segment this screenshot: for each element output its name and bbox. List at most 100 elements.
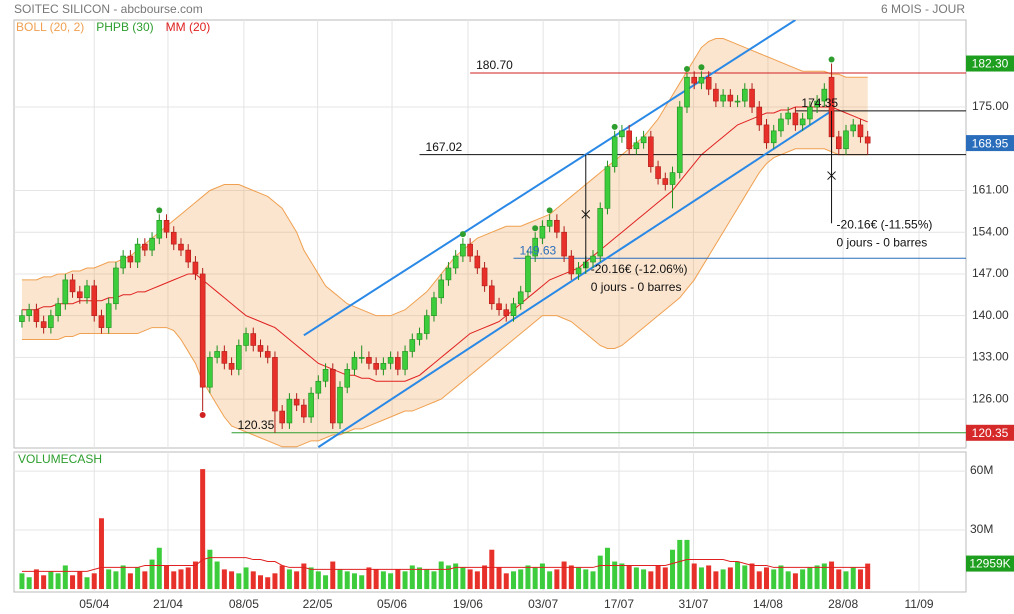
candle-body — [734, 100, 741, 103]
candle-body — [814, 100, 820, 108]
candle-body — [329, 369, 336, 424]
candle-body — [611, 136, 618, 167]
volume-bar — [467, 569, 473, 590]
volume-bar — [207, 549, 213, 590]
volume-bar — [395, 569, 401, 590]
legend-entry: PHPB (30) — [96, 20, 153, 34]
volume-bar — [510, 571, 516, 590]
candle-body — [19, 315, 25, 322]
y-tick-label: 147.00 — [972, 266, 1009, 280]
candle-body — [236, 345, 242, 370]
x-tick-label: 17/07 — [604, 597, 634, 611]
candle-body — [199, 273, 206, 388]
volume-bar — [106, 569, 112, 590]
candle-body — [662, 178, 669, 185]
pivot-dot — [698, 64, 705, 71]
x-tick-label: 19/06 — [453, 597, 483, 611]
volume-bar — [48, 571, 54, 590]
x-tick-label: 21/04 — [153, 597, 183, 611]
volume-bar — [192, 561, 198, 590]
volume-bar — [70, 575, 76, 590]
candle-body — [438, 279, 445, 299]
candle-body — [98, 315, 105, 328]
mm-line — [21, 106, 868, 382]
candle-body — [380, 363, 387, 370]
volume-bar — [792, 573, 798, 590]
volume-bar — [200, 469, 206, 590]
volume-bar — [41, 575, 47, 590]
volume-bar — [453, 563, 459, 590]
candle-body — [62, 279, 69, 305]
volume-bar — [438, 561, 444, 590]
level-label: 174.35 — [801, 96, 838, 110]
candle-body — [250, 333, 257, 346]
candle-body — [640, 136, 647, 144]
pivot-dot — [683, 66, 690, 73]
candle-body — [481, 267, 488, 287]
candle-body — [452, 255, 459, 269]
candle-body — [337, 386, 343, 424]
volume-bar — [265, 577, 271, 590]
level-label: 120.35 — [238, 418, 275, 432]
volume-title: VOLUMECASH — [18, 452, 102, 466]
volume-bar — [424, 569, 430, 590]
candle-body — [142, 243, 148, 251]
candle-body — [785, 112, 791, 120]
volume-bar — [590, 571, 596, 590]
volume-bar — [684, 539, 690, 590]
volume-bar — [836, 569, 842, 590]
volume-bar — [742, 565, 748, 590]
volume-bar — [756, 571, 762, 590]
candle-body — [134, 243, 141, 263]
candle-body — [698, 76, 705, 84]
volume-bar — [359, 575, 365, 590]
y-tick-label: 30M — [970, 522, 993, 536]
x-tick-label: 22/05 — [303, 597, 333, 611]
candle-body — [315, 380, 322, 394]
volume-bar — [482, 565, 488, 590]
volume-bar — [351, 573, 357, 590]
volume-bar — [323, 575, 329, 590]
candle-body — [264, 351, 271, 358]
y-tick-label: 175.00 — [972, 99, 1009, 113]
candle-body — [351, 357, 358, 370]
volume-ma — [21, 557, 868, 572]
chart-title: SOITEC SILICON - abcbourse.com — [14, 2, 203, 16]
volume-bar — [713, 571, 719, 590]
candle-body — [763, 124, 770, 144]
volume-bar — [214, 561, 220, 590]
volume-bar — [720, 569, 726, 590]
period: 6 MOIS - JOUR — [881, 2, 965, 16]
candle-body — [409, 339, 416, 352]
candle-body — [713, 88, 719, 102]
level-label: 167.02 — [426, 140, 463, 154]
boll-lower — [21, 148, 868, 448]
candle-body — [228, 363, 235, 370]
volume-bar — [850, 567, 856, 590]
candle-body — [691, 76, 698, 84]
volume-bar — [178, 569, 184, 590]
pivot-dot — [828, 56, 835, 63]
candle-body — [55, 303, 61, 316]
price-tag — [966, 135, 1014, 152]
volume-bar — [489, 549, 495, 590]
candle-body — [749, 88, 755, 108]
volume-bar — [431, 571, 437, 590]
y-tick-label: 161.00 — [972, 183, 1009, 197]
volume-bar — [597, 555, 603, 590]
x-tick-label: 11/09 — [904, 597, 933, 611]
x-tick-label: 05/06 — [377, 597, 407, 611]
volume-bar — [84, 577, 90, 590]
volume-bar — [612, 561, 618, 590]
candle-body — [648, 136, 654, 167]
volume-bar — [706, 565, 712, 590]
volume-bar — [474, 571, 480, 590]
candle-body — [243, 333, 249, 346]
x-tick-label: 05/04 — [79, 597, 109, 611]
pivot-dot — [546, 207, 553, 214]
volume-bar — [670, 549, 676, 590]
volume-bar — [344, 571, 350, 590]
candle-body — [170, 231, 177, 245]
candle-body — [705, 76, 712, 90]
candle-body — [467, 243, 473, 257]
